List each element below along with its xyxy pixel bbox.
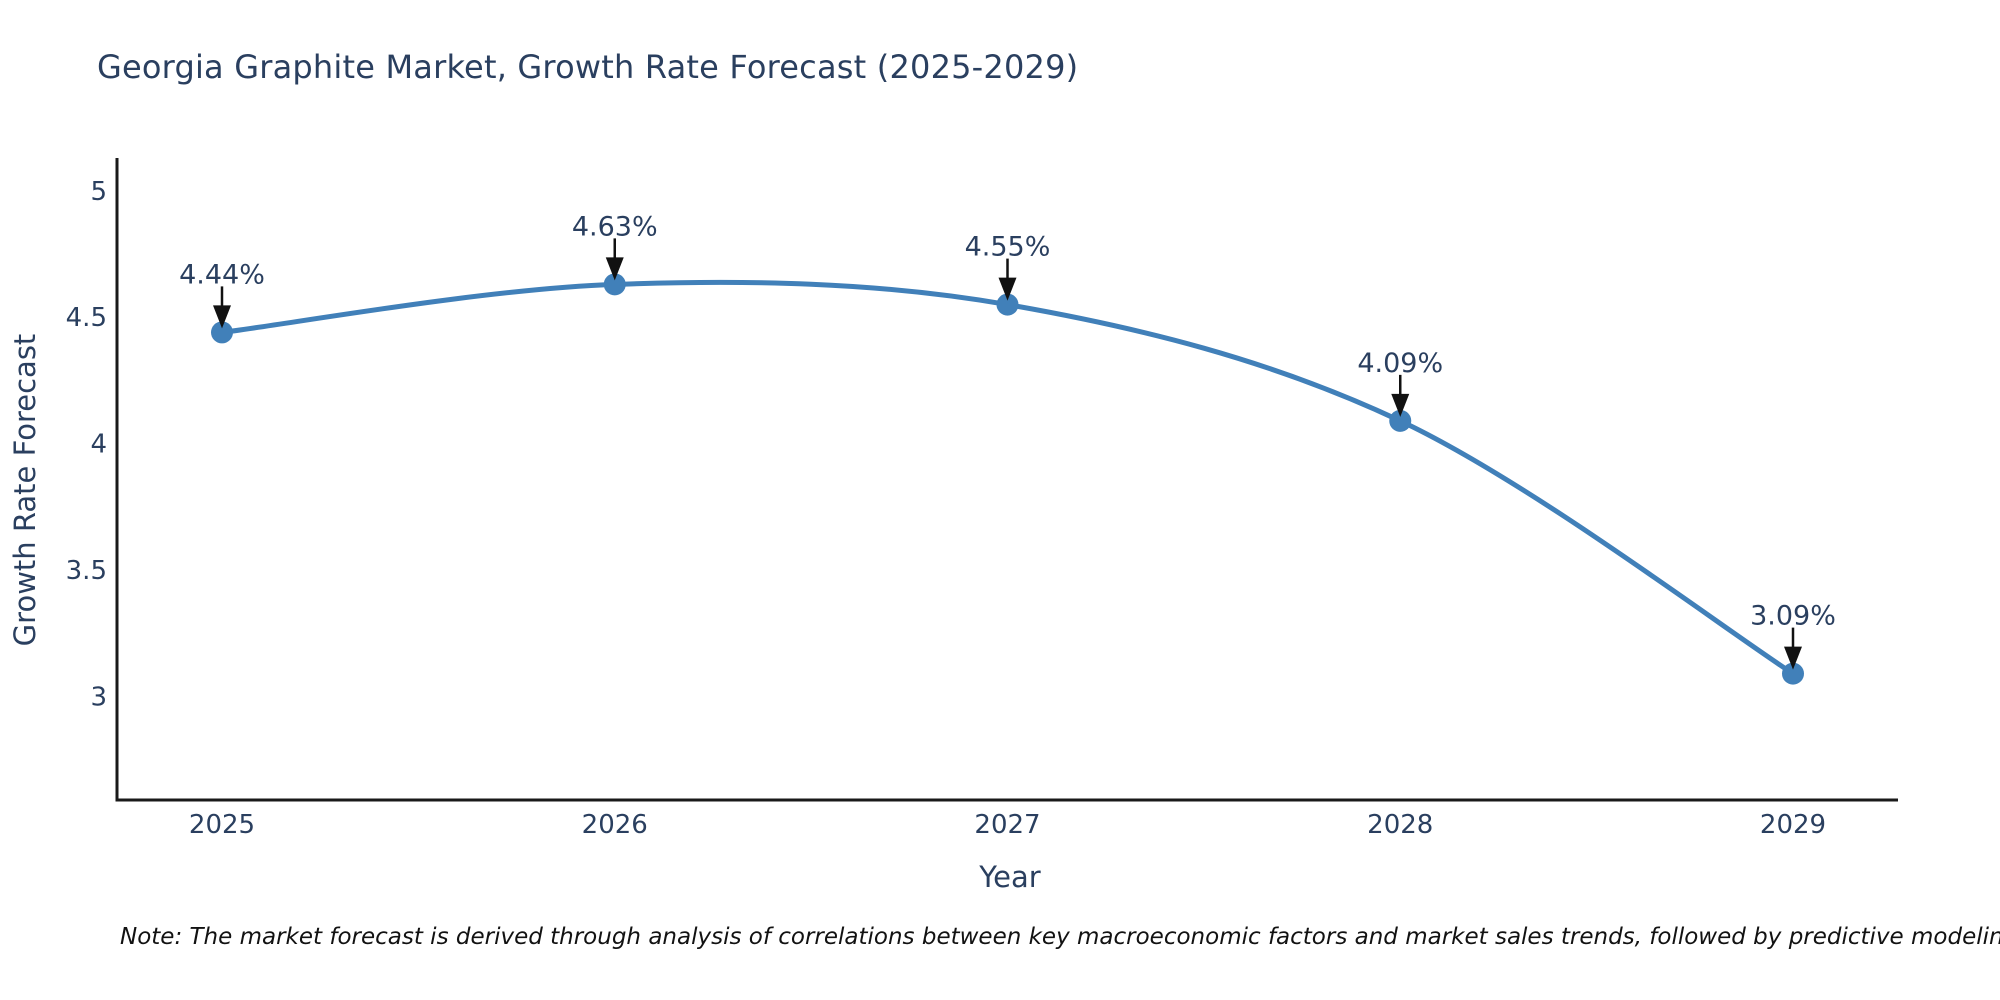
point-label: 4.44%	[179, 259, 265, 290]
x-axis-title: Year	[979, 860, 1041, 894]
y-axis-title: Growth Rate Forecast	[8, 333, 42, 647]
y-tick-label: 4	[90, 430, 107, 460]
chart-title: Georgia Graphite Market, Growth Rate For…	[97, 48, 1079, 86]
y-tick-label: 5	[90, 177, 107, 207]
y-tick-label: 3	[90, 682, 107, 712]
trend-line	[219, 279, 1796, 677]
x-tick-label: 2028	[1367, 810, 1433, 840]
annotation-arrow-head	[1784, 646, 1802, 670]
x-tick-label: 2026	[582, 810, 648, 840]
x-tick-label: 2027	[974, 810, 1040, 840]
point-label: 4.55%	[965, 232, 1051, 263]
point-label: 3.09%	[1750, 601, 1836, 632]
footnote: Note: The market forecast is derived thr…	[120, 924, 2000, 950]
y-tick-label: 4.5	[66, 303, 107, 333]
annotation-arrow-head	[213, 305, 231, 329]
x-tick-label: 2029	[1760, 810, 1826, 840]
point-label: 4.09%	[1357, 348, 1443, 379]
chart-canvas: 3 3.5 4 4.5 5 2025 2026 2027 2028 2029 4.44% 4.63% 4…	[66, 158, 1898, 840]
annotation-arrow-head	[1391, 393, 1410, 417]
annotation-arrow-head	[998, 277, 1017, 301]
point-label: 4.63%	[572, 211, 658, 242]
data-point	[603, 273, 626, 296]
data-point	[996, 293, 1019, 316]
data-point	[211, 321, 233, 344]
data-point	[1782, 662, 1804, 685]
y-tick-label: 3.5	[66, 556, 107, 586]
x-tick-label: 2025	[189, 810, 255, 840]
data-point	[1389, 409, 1412, 432]
annotation-arrow-head	[605, 257, 624, 281]
